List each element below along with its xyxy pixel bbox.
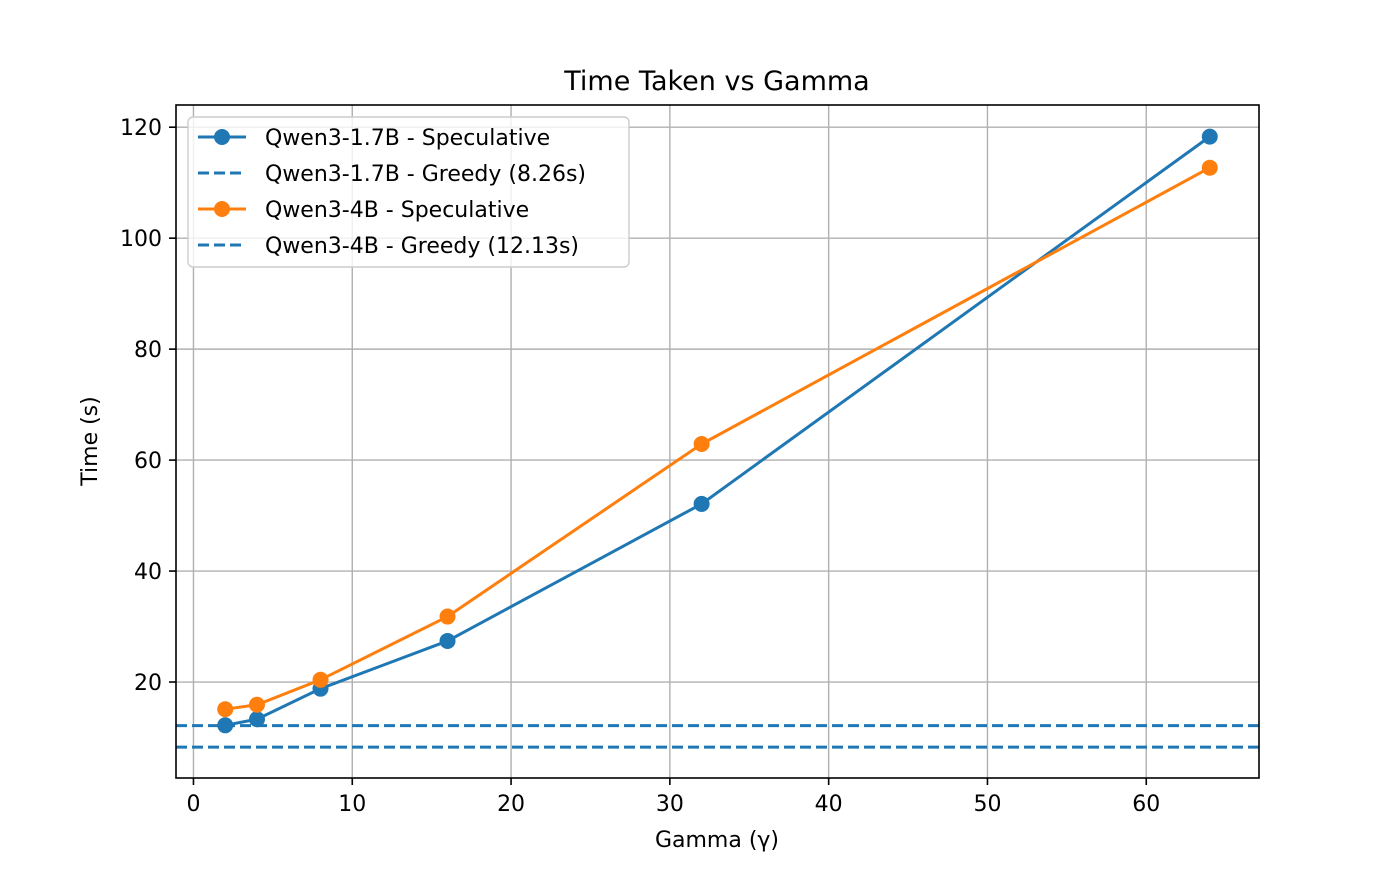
series-2-point [1201, 159, 1218, 176]
x-tick-label: 10 [338, 792, 366, 817]
legend-entry: Qwen3-1.7B - Speculative [198, 126, 550, 151]
y-tick-label: 40 [134, 560, 162, 585]
y-tick-label: 60 [134, 449, 162, 474]
series-2-point [217, 701, 234, 718]
series-0-point [1201, 128, 1218, 145]
chart-title: Time Taken vs Gamma [563, 66, 869, 97]
plot-area [176, 128, 1259, 749]
y-tick-label: 120 [120, 116, 162, 141]
x-tick-label: 60 [1132, 792, 1160, 817]
series-0-point [248, 711, 265, 728]
legend-label: Qwen3-4B - Speculative [265, 198, 529, 223]
series-0-point [693, 495, 710, 512]
legend-entry: Qwen3-4B - Speculative [198, 198, 529, 223]
y-axis: 20 40 60 80 100 120 [120, 116, 176, 696]
x-axis: 0 10 20 30 40 50 60 [186, 778, 1160, 817]
legend-marker-swatch [214, 129, 230, 145]
y-tick-label: 80 [134, 338, 162, 363]
series-2-point [693, 435, 710, 452]
legend-entry: Qwen3-4B - Greedy (12.13s) [198, 234, 579, 259]
series-2-point [312, 671, 329, 688]
y-tick-label: 100 [120, 227, 162, 252]
x-axis-label: Gamma (γ) [655, 828, 779, 853]
legend: Qwen3-1.7B - Speculative Qwen3-1.7B - Gre… [187, 116, 630, 268]
y-tick-label: 20 [134, 671, 162, 696]
x-tick-label: 30 [656, 792, 684, 817]
legend-label: Qwen3-4B - Greedy (12.13s) [265, 234, 579, 259]
legend-label: Qwen3-1.7B - Speculative [265, 126, 550, 151]
x-tick-label: 0 [186, 792, 200, 817]
axes-frame [175, 104, 1260, 779]
y-axis-label: Time (s) [78, 396, 103, 486]
x-tick-label: 50 [973, 792, 1001, 817]
series-2-point [439, 608, 456, 625]
series-0-point [439, 632, 456, 649]
legend-marker-swatch [214, 201, 230, 217]
series-2-point [248, 696, 265, 713]
x-tick-label: 40 [815, 792, 843, 817]
legend-label: Qwen3-1.7B - Greedy (8.26s) [265, 162, 586, 187]
legend-entry: Qwen3-1.7B - Greedy (8.26s) [198, 162, 586, 187]
legend-box [187, 116, 630, 268]
x-tick-label: 20 [497, 792, 525, 817]
